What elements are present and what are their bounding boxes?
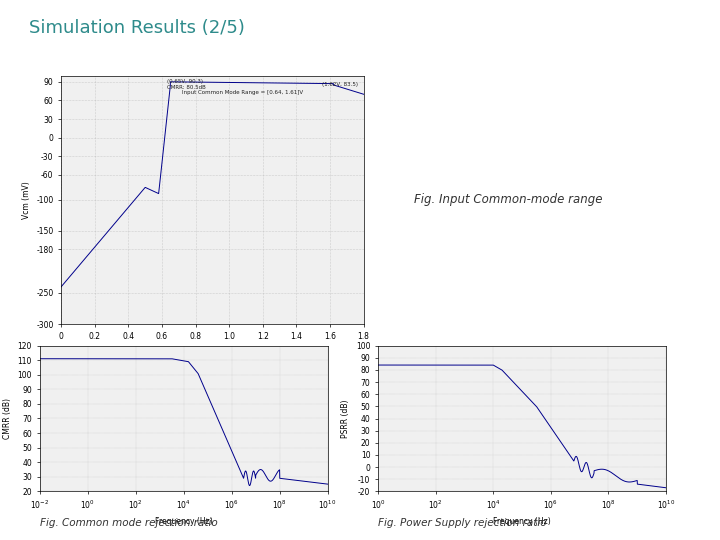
- Text: Input Common Mode Range = [0.64, 1.61]V: Input Common Mode Range = [0.64, 1.61]V: [182, 90, 303, 95]
- X-axis label: Frequency (Hz): Frequency (Hz): [493, 517, 551, 526]
- Text: Simulation Results (2/5): Simulation Results (2/5): [29, 19, 245, 37]
- Text: (1.62V, 83.5): (1.62V, 83.5): [322, 82, 358, 87]
- X-axis label: Input Common Mode Voltage (V): Input Common Mode Voltage (V): [150, 346, 274, 355]
- Y-axis label: PSRR (dB): PSRR (dB): [341, 399, 351, 438]
- X-axis label: Frequency (Hz): Frequency (Hz): [155, 517, 212, 526]
- Y-axis label: Vcm (mV): Vcm (mV): [22, 181, 31, 219]
- Y-axis label: CMRR (dB): CMRR (dB): [3, 398, 12, 439]
- Text: (0.65V, 90.3): (0.65V, 90.3): [167, 79, 203, 84]
- Text: CMRR: 80.5dB: CMRR: 80.5dB: [167, 85, 206, 90]
- Text: Fig. Input Common-mode range: Fig. Input Common-mode range: [414, 193, 603, 206]
- Text: Fig. Common mode rejection ratio: Fig. Common mode rejection ratio: [40, 518, 217, 528]
- Text: Fig. Power Supply rejection ratio: Fig. Power Supply rejection ratio: [378, 518, 546, 528]
